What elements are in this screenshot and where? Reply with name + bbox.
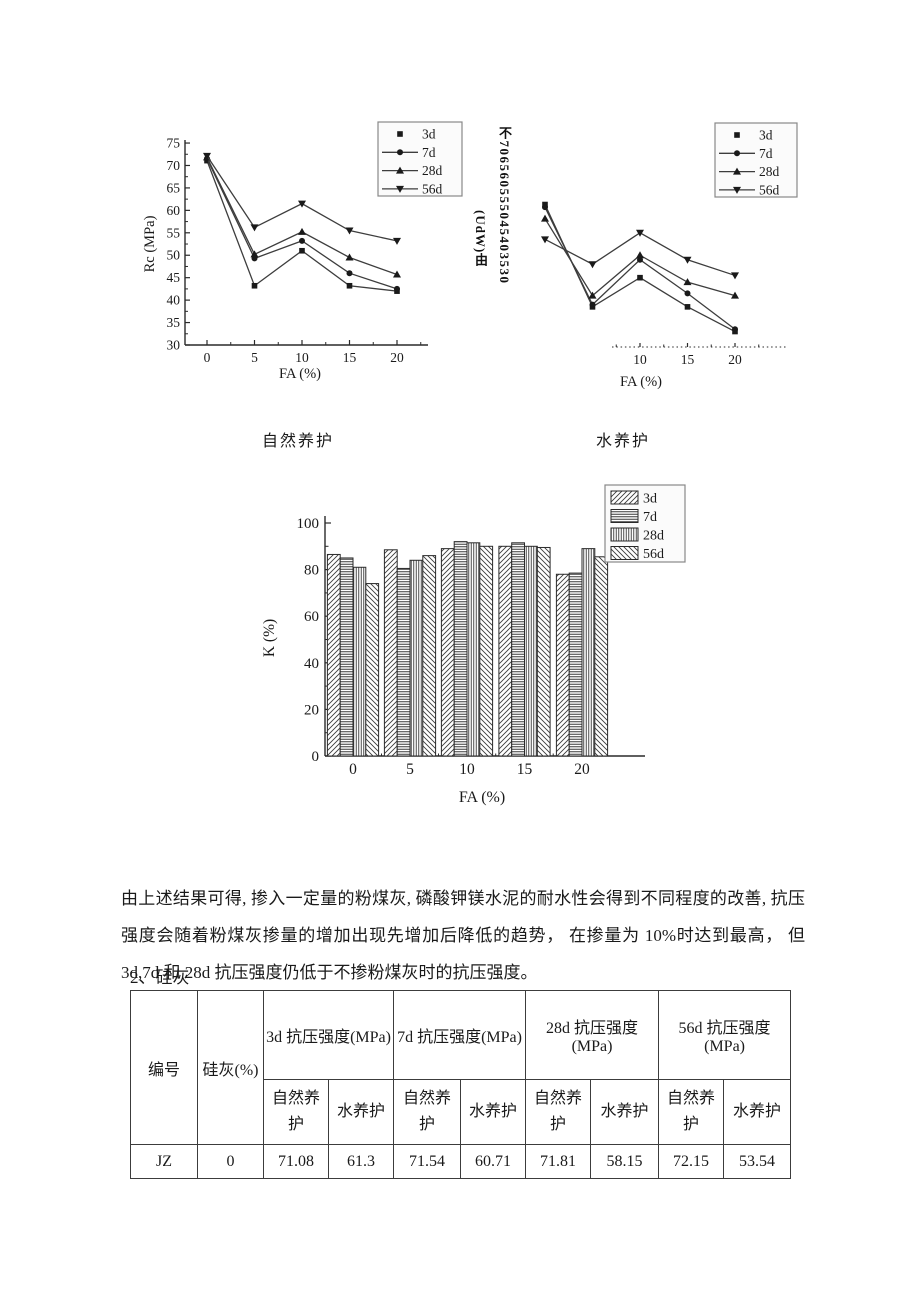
cell-value: 72.15 [658, 1144, 725, 1179]
svg-text:0: 0 [312, 749, 320, 765]
svg-text:56d: 56d [759, 182, 780, 197]
svg-text:50: 50 [167, 248, 181, 263]
svg-text:80: 80 [304, 563, 319, 579]
th-7d-water: 水养护 [460, 1079, 527, 1145]
th-group-7d: 7d 抗压强度(MPa) [393, 990, 527, 1080]
line-chart-natural-curing: 30 35 40 45 50 55 60 65 70 75 0 5 10 15 20 Rc (MPa) FA (… [142, 121, 463, 382]
line-chart-water-curing: 10 15 20 FA (%) 3d 7d 28d 56d [541, 122, 798, 390]
svg-text:28d: 28d [759, 164, 780, 179]
cell-id: JZ [130, 1144, 198, 1179]
svg-text:FA (%): FA (%) [279, 366, 321, 382]
svg-text:Rc (MPa): Rc (MPa) [142, 215, 158, 272]
svg-text:3d: 3d [422, 127, 436, 142]
svg-text:60: 60 [304, 609, 319, 625]
caption-water-curing: 水养护 [596, 433, 651, 450]
caption-natural-curing: 自然养护 [262, 433, 335, 450]
cell-value: 53.54 [723, 1144, 792, 1179]
section-heading: 2、硅灰 [130, 968, 190, 987]
svg-text:10: 10 [459, 761, 475, 778]
silica-fume-table: 编号 硅灰(%) 3d 抗压强度(MPa) 7d 抗压强度(MPa) 28d 抗… [130, 990, 792, 1179]
th-28d-natural: 自然养护 [525, 1079, 592, 1145]
svg-text:65: 65 [167, 180, 181, 195]
svg-text:45: 45 [167, 270, 181, 285]
th-group-3d: 3d 抗压强度(MPa) [262, 990, 395, 1080]
analysis-paragraph: 由上述结果可得, 掺入一定量的粉煤灰, 磷酸钾镁水泥的耐水性会得到不同程度的改善… [121, 889, 805, 982]
th-28d-water: 水养护 [590, 1079, 660, 1145]
cell-value: 61.3 [327, 1144, 395, 1179]
th-56d-water: 水养护 [723, 1079, 792, 1145]
svg-text:28d: 28d [643, 529, 664, 544]
svg-text:20: 20 [390, 350, 404, 365]
svg-text:55: 55 [167, 225, 181, 240]
svg-text:FA (%): FA (%) [620, 374, 662, 390]
svg-text:100: 100 [297, 516, 320, 532]
svg-text:3d: 3d [759, 128, 773, 143]
th-specimen-id: 编号 [130, 990, 198, 1145]
svg-text:10: 10 [295, 350, 309, 365]
svg-text:56d: 56d [643, 547, 664, 562]
th-7d-natural: 自然养护 [393, 1079, 462, 1145]
svg-text:0: 0 [349, 761, 357, 778]
table-row: JZ 0 71.08 61.3 71.54 60.71 71.81 58.15 … [130, 1144, 792, 1179]
svg-text:35: 35 [167, 315, 181, 330]
svg-text:3d: 3d [643, 492, 657, 507]
svg-text:56d: 56d [422, 181, 443, 196]
svg-text:40: 40 [304, 656, 319, 672]
svg-text:7d: 7d [422, 145, 436, 160]
svg-text:FA (%): FA (%) [459, 789, 505, 806]
cell-silica: 0 [197, 1144, 264, 1179]
svg-text:K (%): K (%) [261, 619, 278, 657]
svg-text:5: 5 [251, 350, 258, 365]
svg-text:10: 10 [633, 352, 647, 367]
th-silica-pct: 硅灰(%) [197, 990, 264, 1145]
th-56d-natural: 自然养护 [658, 1079, 725, 1145]
th-3d-water: 水养护 [327, 1079, 395, 1145]
svg-text:28d: 28d [422, 163, 443, 178]
svg-text:5: 5 [406, 761, 414, 778]
cell-value: 71.81 [525, 1144, 592, 1179]
svg-text:7d: 7d [643, 510, 657, 525]
svg-text:30: 30 [167, 338, 181, 353]
svg-text:75: 75 [167, 136, 181, 151]
svg-text:20: 20 [304, 702, 319, 718]
svg-text:15: 15 [343, 350, 357, 365]
cell-value: 60.71 [460, 1144, 527, 1179]
cell-value: 71.54 [393, 1144, 462, 1179]
svg-text:15: 15 [681, 352, 695, 367]
th-group-28d: 28d 抗压强度(MPa) [525, 990, 660, 1080]
svg-text:15: 15 [517, 761, 533, 778]
svg-text:7d: 7d [759, 146, 773, 161]
svg-text:70: 70 [167, 158, 181, 173]
th-group-56d: 56d 抗压强度(MPa) [658, 990, 792, 1080]
svg-text:40: 40 [167, 293, 181, 308]
svg-text:60: 60 [167, 203, 181, 218]
water-chart-garbled-ylabel-text: (UdW)由 [473, 210, 488, 268]
svg-text:0: 0 [204, 350, 211, 365]
bar-chart-k-ratio: 0 20 40 60 80 100 0 5 10 15 20 K (%) FA (%) 3d 7d 28d 56… [261, 484, 686, 806]
th-3d-natural: 自然养护 [263, 1079, 329, 1145]
cell-value: 71.08 [263, 1144, 329, 1179]
svg-text:20: 20 [574, 761, 590, 778]
cell-value: 58.15 [590, 1144, 660, 1179]
svg-text:20: 20 [728, 352, 742, 367]
water-chart-garbled-yaxis-text: 不706560555045403530 [497, 126, 512, 285]
